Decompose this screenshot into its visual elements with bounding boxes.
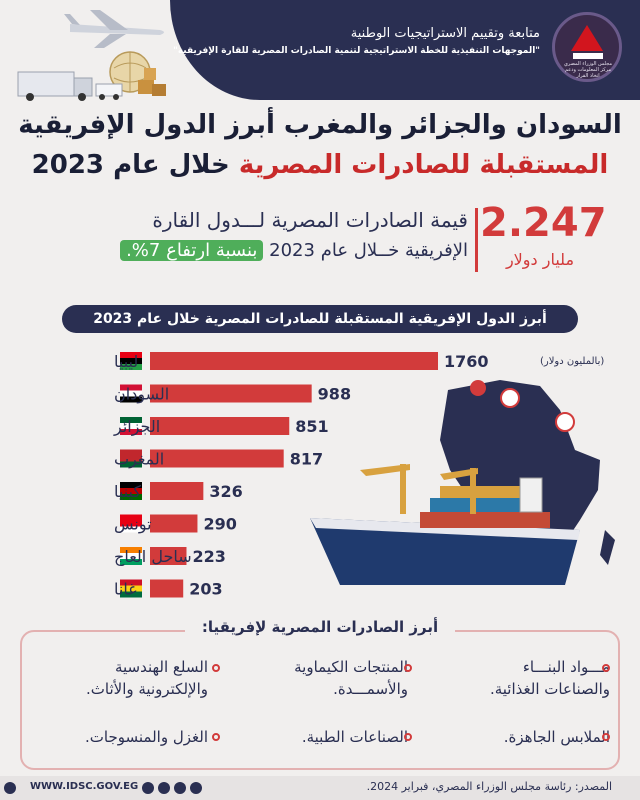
export-item-2: المنتجات الكيماوية والأسمـــدة. <box>248 656 408 700</box>
category-label-7: ساحل العاج <box>114 547 192 567</box>
export-item-4-line1: الملابس الجاهزة. <box>503 728 610 746</box>
idsc-logo: مجلس الوزراء المصري مركز المعلومات ودعم … <box>552 12 622 82</box>
bar-chart: 1760 ليبيا 988 السودان 851 الجزائر 817 المغرب 32… <box>113 352 615 599</box>
flag-icon-6 <box>120 514 142 533</box>
logo-text: مجلس الوزراء المصري مركز المعلومات ودعم … <box>564 61 612 79</box>
export-item-2-line1: المنتجات الكيماوية <box>294 658 408 676</box>
bar-3 <box>150 417 290 435</box>
exports-box <box>20 630 620 770</box>
export-bullet-6 <box>212 733 220 741</box>
chart-title: أبرز الدول الإفريقية المستقبلة للصادرات … <box>62 305 578 333</box>
export-item-3: السلع الهندسية والإلكترونية والأثاث. <box>38 656 208 700</box>
export-item-5: الصناعات الطبية. <box>248 726 408 748</box>
bar-value-1: 1760 <box>444 352 489 371</box>
bar-value-4: 817 <box>290 450 323 469</box>
export-item-6: الغزل والمنسوجات. <box>38 726 208 748</box>
flag-icon-4 <box>120 449 142 468</box>
export-bullet-3 <box>212 664 220 672</box>
category-label-1: ليبيا <box>114 352 138 371</box>
export-item-4: الملابس الجاهزة. <box>450 726 610 748</box>
category-label-3: الجزائر <box>113 417 160 437</box>
bar-value-6: 290 <box>203 515 236 534</box>
export-bullet-1 <box>602 664 610 672</box>
bar-5 <box>150 482 204 500</box>
truck-icon <box>17 71 123 101</box>
main-title-line2: المستقبلة للصادرات المصرية خلال عام 2023 <box>0 150 640 180</box>
bar-7 <box>150 547 187 565</box>
flag-icon-7 <box>120 547 142 565</box>
main-title-dark: خلال عام 2023 <box>31 150 230 180</box>
export-item-3-line1: السلع الهندسية <box>114 658 208 676</box>
bar-2 <box>150 384 312 403</box>
bar-value-5: 326 <box>209 482 242 501</box>
org-subtitle: "الموجهات التنفيذية للخطة الاستراتيجية ل… <box>173 46 540 56</box>
bar-value-2: 988 <box>318 385 351 404</box>
airplane-icon <box>64 10 164 48</box>
stat-description-line1: قيمة الصادرات المصرية لـــدول القارة <box>152 208 468 232</box>
flag-icon-3 <box>120 417 142 435</box>
category-label-6: تونس <box>114 515 152 535</box>
org-title: متابعة وتقييم الاستراتيجيات الوطنية <box>350 26 540 41</box>
stat-description-line2: الإفريقية خــلال عام 2023 بنسبة ارتفاع 7… <box>120 240 468 261</box>
map-pin-icons <box>470 380 575 432</box>
export-bullet-5 <box>404 733 412 741</box>
export-item-1: مـــواد البنـــاء والصناعات الغذائية. <box>450 656 610 700</box>
stat-line2-text: الإفريقية خــلال عام 2023 <box>269 240 468 261</box>
source-note: المصدر: رئاسة مجلس الوزراء المصري، فبراي… <box>366 780 612 793</box>
twitter-icon[interactable] <box>158 782 170 794</box>
category-label-8: غانا <box>114 580 137 599</box>
stat-divider <box>475 208 478 272</box>
export-bullet-2 <box>404 664 412 672</box>
main-title-line1: السودان والجزائر والمغرب أبرز الدول الإف… <box>18 110 622 140</box>
stat-value: 2.247 <box>480 200 607 246</box>
cargo-ship-illustration <box>310 464 580 585</box>
bars-layer: 1760 ليبيا 988 السودان 851 الجزائر 817 المغرب 32… <box>113 352 489 599</box>
chart-unit-label: (بالمليون دولار) <box>540 356 605 367</box>
category-label-2: السودان <box>114 385 169 405</box>
category-label-4: المغرب <box>114 450 164 470</box>
flag-icon-1 <box>120 352 142 370</box>
stat-unit: مليار دولار <box>505 250 575 269</box>
linkedin-icon[interactable] <box>190 782 202 794</box>
header: مجلس الوزراء المصري مركز المعلومات ودعم … <box>0 0 640 101</box>
export-item-1-line1: مـــواد البنـــاء <box>522 658 610 676</box>
export-item-1-line2: والصناعات الغذائية. <box>489 680 610 698</box>
flag-icon-8 <box>120 579 142 598</box>
bar-4 <box>150 449 284 468</box>
bar-1 <box>150 352 438 370</box>
bar-value-3: 851 <box>295 417 328 436</box>
airplane-trucks-illustration <box>17 10 166 101</box>
export-item-6-line1: الغزل والمنسوجات. <box>85 728 208 746</box>
export-item-5-line1: الصناعات الطبية. <box>301 728 408 746</box>
facebook-icon[interactable] <box>142 782 154 794</box>
main-title-red: المستقبلة للصادرات المصرية <box>238 150 609 180</box>
flag-icon-2 <box>120 384 142 403</box>
exports-title: أبرز الصادرات المصرية لإفريقيا: <box>185 618 455 642</box>
bar-6 <box>150 514 198 533</box>
cargo-boxes-icon <box>138 68 166 96</box>
youtube-icon[interactable] <box>4 782 16 794</box>
bar-value-7: 223 <box>192 547 225 566</box>
category-label-5: كينيا <box>114 482 141 501</box>
stat-growth-highlight: بنسبة ارتفاع 7%. <box>120 240 264 261</box>
export-item-3-line2: والإلكترونية والأثاث. <box>86 680 208 698</box>
flag-icon-5 <box>120 482 142 500</box>
footer: WWW.IDSC.GOV.EG المصدر: رئاسة مجلس الوزر… <box>0 776 640 800</box>
export-item-2-line2: والأسمـــدة. <box>333 680 408 698</box>
bar-8 <box>150 579 184 598</box>
logo-triangle <box>571 25 603 51</box>
export-bullet-4 <box>602 733 610 741</box>
website-link[interactable]: WWW.IDSC.GOV.EG <box>30 781 139 792</box>
logo-bar <box>573 53 603 59</box>
bar-value-8: 203 <box>189 580 222 599</box>
instagram-icon[interactable] <box>174 782 186 794</box>
